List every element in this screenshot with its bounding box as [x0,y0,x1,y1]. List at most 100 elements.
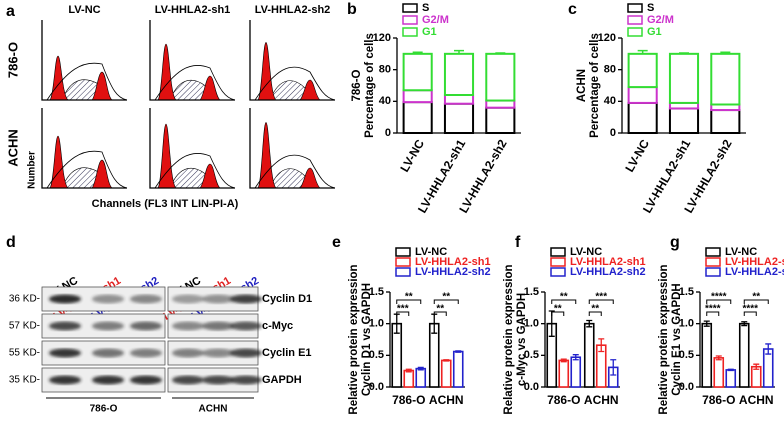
y-tick-label: 0 [385,127,391,139]
x-tick-label: 786-O [702,393,735,407]
legend-label: LV-HHLA2-sh2 [725,266,784,278]
band [172,375,204,385]
significance-bracket [743,311,757,316]
y-axis-label: Cyclin D1 vs GAPDH [361,283,373,396]
protein-label: Cyclin D1 [262,293,312,305]
band [202,375,234,385]
significance-bracket [743,299,769,304]
g1-peak [257,42,277,101]
envelope [154,64,236,101]
x-tick-label: LV-NC [622,137,652,175]
bar [452,350,464,388]
y-tick-label: 1.5 [524,286,539,298]
bar [583,322,595,388]
envelope [46,62,128,101]
legend-label: G2/M [422,14,449,26]
bar-segment [668,107,700,135]
axes [621,38,746,134]
legend-swatch [395,257,411,267]
significance-label: ** [405,292,413,303]
band [202,321,234,331]
y-axis-label: c-Myc vs GAPDH [516,293,528,386]
legend-swatch [705,257,721,267]
bar [713,357,725,388]
legend-swatch [627,27,643,37]
band [92,321,124,331]
legend-swatch [705,267,721,277]
g2-peak [91,159,113,189]
legend-label: LV-NC [570,246,602,258]
legend-label: LV-HHLA2-sh1 [725,256,784,268]
legend-swatch [402,27,418,37]
y-tick-label: 0.0 [369,381,384,393]
y-tick-label: 0.0 [524,381,539,393]
panel-letter: d [6,234,16,251]
column-label: LV-HHLA2-sh2 [255,4,331,16]
band [202,348,234,358]
legend-label: LV-NC [415,246,447,258]
significance-bracket [396,299,422,304]
g1-peak [157,43,177,101]
significance-bracket [706,311,720,316]
legend-label: LV-HHLA2-sh2 [415,266,491,278]
significance-bracket [588,311,602,316]
band [92,348,124,358]
band [49,348,81,358]
significance-bracket [433,311,447,316]
error-bar [679,52,689,54]
y-tick-label: 40 [604,95,616,107]
legend-label: S [647,2,654,14]
error-bar [417,366,424,371]
column-label: LV-HHLA2-sh1 [155,4,231,16]
legend-label: LV-NC [725,246,757,258]
bar [415,367,427,388]
band [230,375,262,385]
y-tick-label: 80 [379,64,391,76]
x-tick-label: ACHN [739,393,774,407]
band [172,348,204,358]
y-axis-label: Relative protein expression [503,264,515,414]
error-bar [560,358,567,363]
bar-segment [402,52,433,92]
error-bar [443,359,450,362]
y-tick-label: 40 [379,95,391,107]
y-axis-label: Relative protein expression [348,264,360,414]
y-axis-label: Percentage of cells [589,33,601,138]
g2-peak [299,79,321,101]
column-label: LV-NC [68,4,100,16]
axes [699,292,775,388]
marker-label: 35 KD- [9,375,40,386]
g2-peak [199,163,221,189]
band [49,375,81,385]
g2-peak [91,71,113,101]
group-label: 786-O [90,404,118,415]
panel-letter: e [332,234,341,251]
bar [701,322,713,388]
error-bar [495,52,506,54]
protein-label: c-Myc [262,320,293,332]
band [92,294,124,304]
cell-axes [249,20,335,101]
bar-segment [627,86,658,104]
band [49,321,81,331]
g2-peak [199,75,221,101]
cell-axes [249,108,335,189]
marker-label: 57 KD- [9,321,40,332]
cell-axes [149,20,235,101]
legend-swatch [705,247,721,257]
y-tick-label: 0.5 [679,349,694,361]
significance-label: *** [595,292,607,303]
axes [544,292,620,388]
panel-letter: c [568,1,577,18]
y-tick-label: 1.0 [524,318,539,330]
y-tick-label: 1.0 [679,318,694,330]
bar [725,369,737,388]
row-label: ACHN [5,129,20,167]
error-bar [727,368,734,372]
band [202,294,234,304]
error-bar [572,354,579,361]
legend-swatch [627,3,643,13]
error-bar [405,368,412,373]
band [230,321,262,331]
